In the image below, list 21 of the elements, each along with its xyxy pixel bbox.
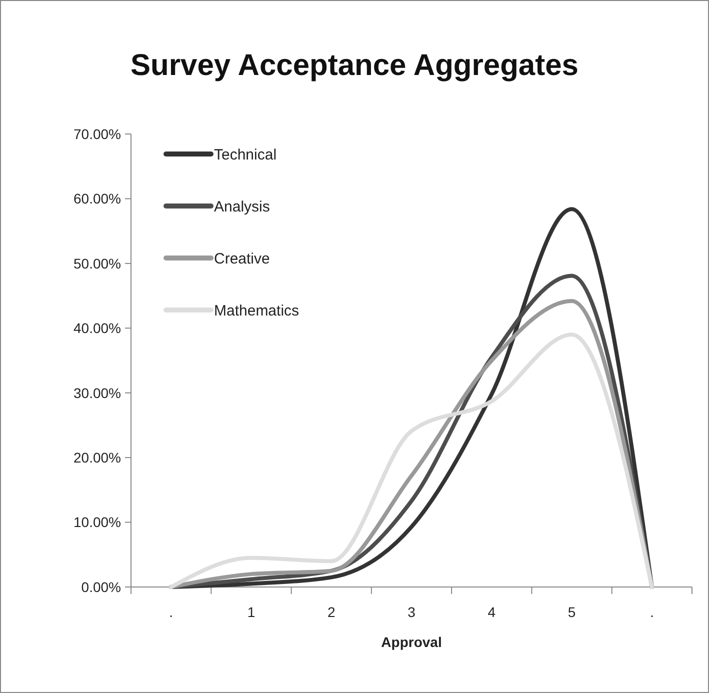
x-tick-label: 1 [247, 604, 256, 620]
x-tick-label: 4 [488, 604, 496, 620]
x-tick-label: 2 [327, 604, 336, 620]
legend-label: Creative [214, 250, 270, 268]
y-tick-label: 30.00% [74, 384, 121, 401]
x-tick-label: . [169, 604, 174, 620]
legend-label: Mathematics [214, 302, 300, 320]
x-tick-label: . [650, 604, 654, 620]
x-tick-label: 5 [568, 604, 576, 620]
x-axis-title: Approval [381, 634, 442, 650]
y-tick-label: 10.00% [74, 514, 121, 530]
y-tick-label: 20.00% [74, 449, 121, 466]
x-tick-label: 3 [408, 604, 416, 620]
y-tick-label: 60.00% [74, 190, 121, 207]
legend-label: Technical [214, 146, 277, 164]
legend-label: Analysis [214, 198, 270, 216]
y-tick-label: 70.00% [74, 126, 121, 142]
y-tick-label: 40.00% [74, 320, 121, 336]
y-tick-label: 50.00% [74, 255, 121, 272]
chart-title: Survey Acceptance Aggregates [130, 49, 578, 82]
y-tick-label: 0.00% [81, 578, 121, 595]
